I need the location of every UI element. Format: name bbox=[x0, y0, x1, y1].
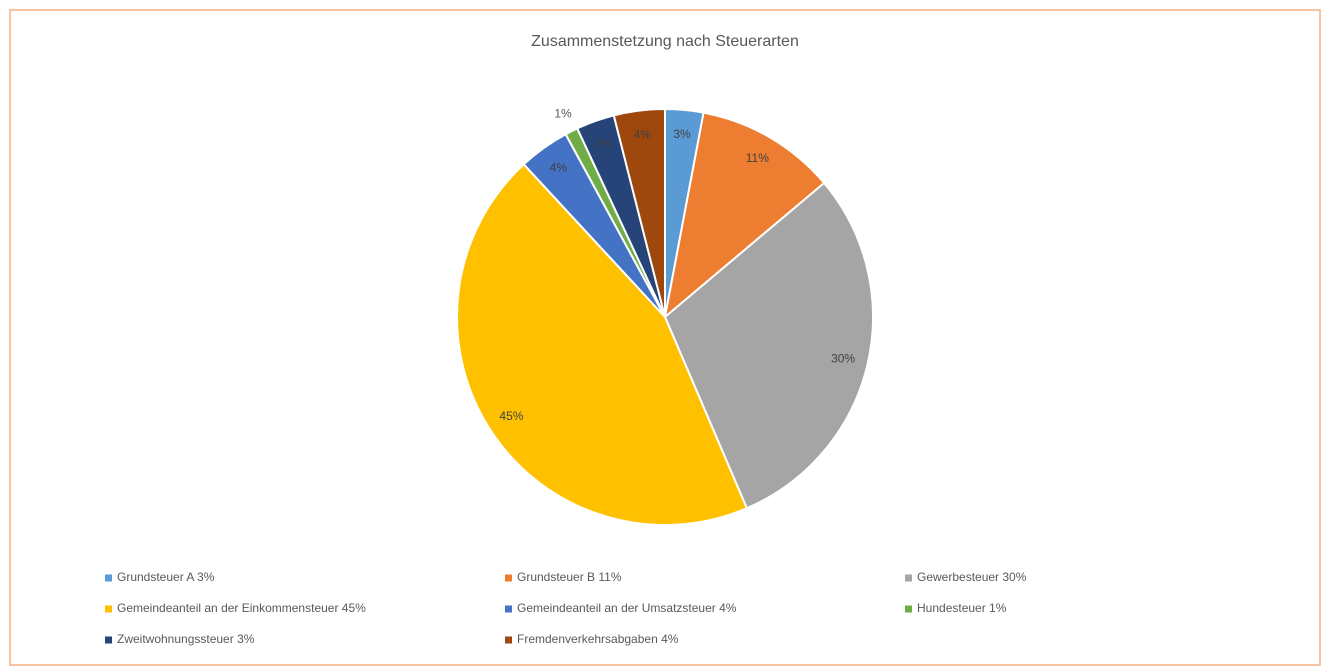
legend-swatch bbox=[905, 605, 912, 613]
legend-label: Grundsteuer B 11% bbox=[517, 570, 622, 584]
legend-swatch bbox=[905, 574, 912, 582]
data-label: 30% bbox=[831, 351, 855, 365]
legend-label: Gemeindeanteil an der Einkommensteuer 45… bbox=[117, 601, 366, 615]
legend-label: Gewerbesteuer 30% bbox=[917, 570, 1027, 584]
data-label: 45% bbox=[499, 409, 523, 423]
legend-label: Hundesteuer 1% bbox=[917, 601, 1007, 615]
data-label: 3% bbox=[673, 127, 691, 141]
data-label: 4% bbox=[634, 128, 652, 142]
legend-swatch bbox=[105, 636, 112, 644]
legend-label: Grundsteuer A 3% bbox=[117, 570, 215, 584]
data-label: 11% bbox=[746, 151, 769, 165]
legend-swatch bbox=[505, 636, 512, 644]
pie-slice bbox=[456, 162, 749, 526]
chart-title: Zusammenstetzung nach Steuerarten bbox=[531, 33, 799, 50]
data-label: 3% bbox=[595, 137, 613, 151]
legend-swatch bbox=[505, 605, 512, 613]
pie-slice bbox=[612, 107, 666, 318]
legend-label: Zweitwohnungssteuer 3% bbox=[117, 632, 255, 646]
legend-swatch bbox=[105, 574, 112, 582]
legend-swatch bbox=[105, 605, 112, 613]
legend-swatch bbox=[505, 574, 512, 582]
data-label: 4% bbox=[550, 160, 568, 174]
pie-slice bbox=[663, 181, 874, 510]
data-label: 1% bbox=[554, 107, 572, 121]
legend-label: Fremdenverkehrsabgaben 4% bbox=[517, 632, 679, 646]
pie-slice bbox=[663, 111, 826, 320]
legend-label: Gemeindeanteil an der Umsatzsteuer 4% bbox=[517, 601, 737, 615]
